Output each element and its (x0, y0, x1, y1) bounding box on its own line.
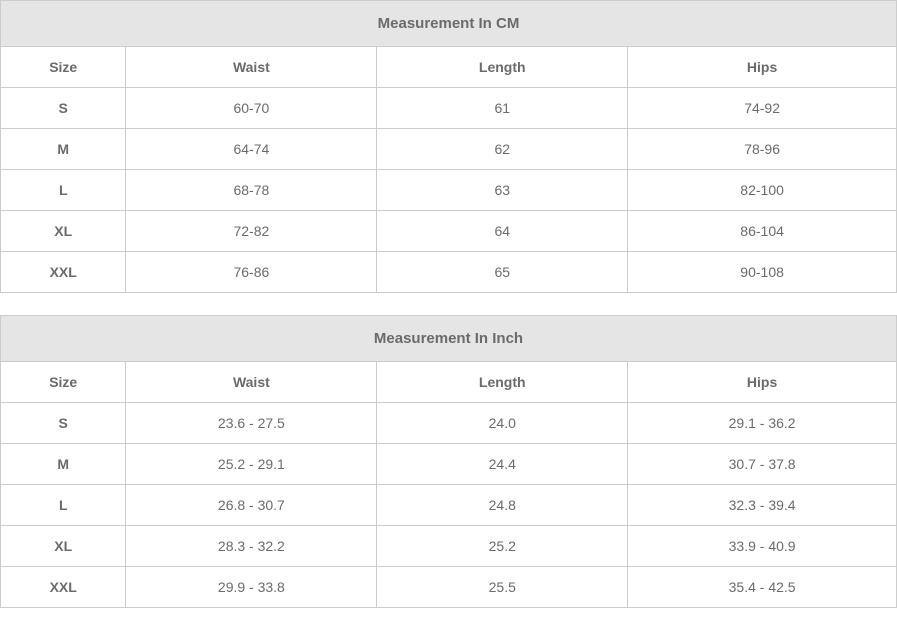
col-header-size: Size (1, 47, 126, 88)
cell-waist: 64-74 (126, 129, 377, 170)
cell-hips: 74-92 (628, 88, 897, 129)
table-row: M 64-74 62 78-96 (1, 129, 897, 170)
col-header-hips: Hips (628, 47, 897, 88)
cell-waist: 29.9 - 33.8 (126, 567, 377, 608)
cell-hips: 86-104 (628, 211, 897, 252)
table-row: XXL 29.9 - 33.8 25.5 35.4 - 42.5 (1, 567, 897, 608)
col-header-length: Length (377, 47, 628, 88)
cell-hips: 29.1 - 36.2 (628, 403, 897, 444)
table-header-row: Size Waist Length Hips (1, 47, 897, 88)
cell-size: M (1, 444, 126, 485)
col-header-size: Size (1, 362, 126, 403)
cell-length: 24.4 (377, 444, 628, 485)
table-header-row: Size Waist Length Hips (1, 362, 897, 403)
cell-size: XXL (1, 252, 126, 293)
table-row: XL 28.3 - 32.2 25.2 33.9 - 40.9 (1, 526, 897, 567)
cell-waist: 76-86 (126, 252, 377, 293)
cell-length: 24.8 (377, 485, 628, 526)
measurement-table-cm: Measurement In CM Size Waist Length Hips… (0, 0, 897, 293)
cell-hips: 32.3 - 39.4 (628, 485, 897, 526)
cell-hips: 90-108 (628, 252, 897, 293)
cell-length: 65 (377, 252, 628, 293)
col-header-waist: Waist (126, 47, 377, 88)
cell-waist: 68-78 (126, 170, 377, 211)
cell-waist: 28.3 - 32.2 (126, 526, 377, 567)
cell-size: XL (1, 211, 126, 252)
cell-hips: 78-96 (628, 129, 897, 170)
cell-length: 24.0 (377, 403, 628, 444)
cell-length: 63 (377, 170, 628, 211)
col-header-hips: Hips (628, 362, 897, 403)
cell-hips: 35.4 - 42.5 (628, 567, 897, 608)
cell-length: 25.2 (377, 526, 628, 567)
cell-hips: 30.7 - 37.8 (628, 444, 897, 485)
cell-hips: 82-100 (628, 170, 897, 211)
table-row: XL 72-82 64 86-104 (1, 211, 897, 252)
table-row: M 25.2 - 29.1 24.4 30.7 - 37.8 (1, 444, 897, 485)
cell-size: L (1, 485, 126, 526)
cell-length: 61 (377, 88, 628, 129)
size-table-cm: Size Waist Length Hips S 60-70 61 74-92 … (0, 46, 897, 293)
cell-waist: 23.6 - 27.5 (126, 403, 377, 444)
table-row: XXL 76-86 65 90-108 (1, 252, 897, 293)
cell-waist: 25.2 - 29.1 (126, 444, 377, 485)
col-header-length: Length (377, 362, 628, 403)
cell-size: M (1, 129, 126, 170)
cell-waist: 60-70 (126, 88, 377, 129)
table-title-cm: Measurement In CM (0, 0, 897, 46)
cell-length: 25.5 (377, 567, 628, 608)
cell-hips: 33.9 - 40.9 (628, 526, 897, 567)
table-row: L 26.8 - 30.7 24.8 32.3 - 39.4 (1, 485, 897, 526)
col-header-waist: Waist (126, 362, 377, 403)
cell-size: S (1, 403, 126, 444)
table-row: S 23.6 - 27.5 24.0 29.1 - 36.2 (1, 403, 897, 444)
table-row: L 68-78 63 82-100 (1, 170, 897, 211)
table-spacer (0, 293, 897, 315)
cell-size: S (1, 88, 126, 129)
cell-length: 64 (377, 211, 628, 252)
size-table-inch: Size Waist Length Hips S 23.6 - 27.5 24.… (0, 361, 897, 608)
cell-size: XXL (1, 567, 126, 608)
cell-waist: 72-82 (126, 211, 377, 252)
cell-waist: 26.8 - 30.7 (126, 485, 377, 526)
table-title-inch: Measurement In Inch (0, 315, 897, 361)
cell-size: XL (1, 526, 126, 567)
cell-size: L (1, 170, 126, 211)
table-row: S 60-70 61 74-92 (1, 88, 897, 129)
cell-length: 62 (377, 129, 628, 170)
measurement-table-inch: Measurement In Inch Size Waist Length Hi… (0, 315, 897, 608)
